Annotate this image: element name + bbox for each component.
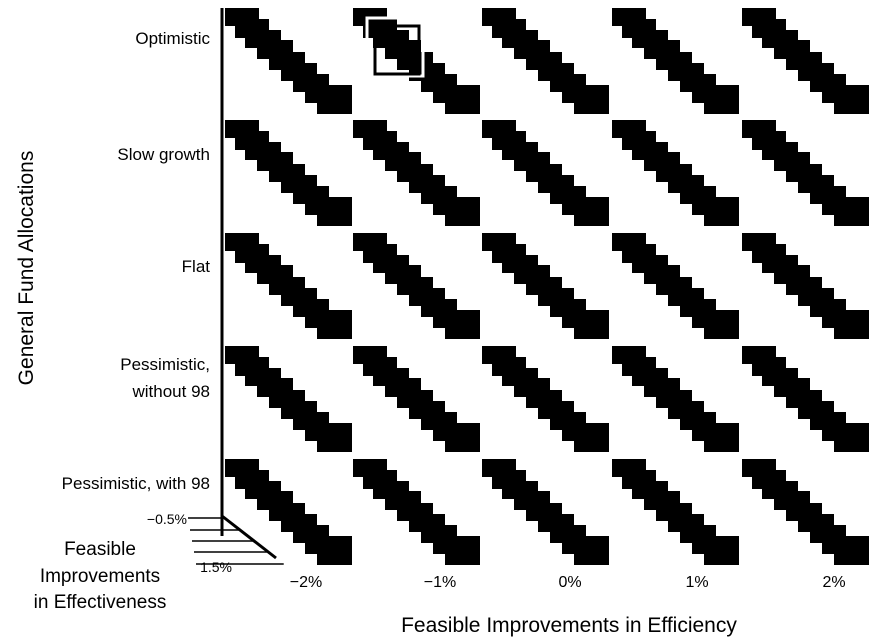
cell-r3-c2: [482, 346, 609, 452]
cell-r1-c4: [742, 120, 869, 226]
y-axis-title: General Fund Allocations: [15, 151, 38, 386]
cell-r2-c4: [742, 233, 869, 339]
cell-r1-c0: [225, 120, 352, 226]
cell-r3-c0: [225, 346, 352, 452]
depth-tick-label-1: 1.5%: [200, 559, 232, 575]
highlight-layer: [365, 16, 425, 78]
cell-r0-c0: [225, 8, 352, 114]
chart-cells: [220, 8, 869, 565]
row-label-3-1: without 98: [132, 382, 211, 401]
cell-r0-c2: [482, 8, 609, 114]
cell-r3-c3: [612, 346, 739, 452]
cell-r1-c3: [612, 120, 739, 226]
highlight-frame-inner: [373, 24, 421, 76]
column-labels: −2% −1% 0% 1% 2%: [290, 574, 846, 591]
row-label-0-0: Optimistic: [135, 29, 210, 48]
depth-tick-label-0: −0.5%: [147, 511, 187, 527]
row-label-2-0: Flat: [182, 257, 211, 276]
cell-r2-c1: [353, 233, 480, 339]
cell-r1-c1: [353, 120, 480, 226]
cell-r4-c3: [612, 459, 739, 565]
cell-r4-c1: [353, 459, 480, 565]
cell-r0-c1: [353, 8, 480, 114]
highlight-frame-outer: [365, 16, 425, 78]
column-label-2: 0%: [558, 574, 581, 591]
depth-axis-line: [221, 514, 277, 560]
cell-r2-c3: [612, 233, 739, 339]
column-label-0: −2%: [290, 574, 322, 591]
row-labels: Optimistic Slow growth Flat Pessimistic, wit…: [62, 29, 211, 493]
cell-r3-c1: [353, 346, 480, 452]
column-label-3: 1%: [685, 574, 708, 591]
cell-r2-c2: [482, 233, 609, 339]
depth-axis-title-0: Feasible: [64, 539, 136, 560]
cell-r1-c2: [482, 120, 609, 226]
depth-axis: −0.5% 1.5% Feasible Improvements in Effectiv…: [34, 511, 284, 613]
x-axis-title: Feasible Improvements in Efficiency: [401, 614, 737, 637]
row-label-3-0: Pessimistic,: [120, 355, 210, 374]
cell-r4-c4: [742, 459, 869, 565]
column-label-1: −1%: [424, 574, 456, 591]
depth-axis-title-2: in Effectiveness: [34, 592, 167, 613]
row-label-1-0: Slow growth: [117, 145, 210, 164]
row-label-4-0: Pessimistic, with 98: [62, 474, 210, 493]
cell-r0-c4: [742, 8, 869, 114]
cell-r4-c2: [482, 459, 609, 565]
column-label-4: 2%: [822, 574, 845, 591]
cell-r3-c4: [742, 346, 869, 452]
cell-r2-c0: [225, 233, 352, 339]
cell-r0-c3: [612, 8, 739, 114]
cell-r4-c0: [225, 459, 352, 565]
depth-axis-title-1: Improvements: [40, 566, 160, 587]
